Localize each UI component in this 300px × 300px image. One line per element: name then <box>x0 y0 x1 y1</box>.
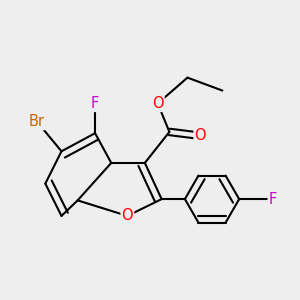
Text: O: O <box>195 128 206 143</box>
Text: F: F <box>91 96 99 111</box>
Text: F: F <box>268 192 277 207</box>
Text: O: O <box>122 208 133 224</box>
Text: O: O <box>152 96 164 111</box>
Text: Br: Br <box>29 114 45 129</box>
